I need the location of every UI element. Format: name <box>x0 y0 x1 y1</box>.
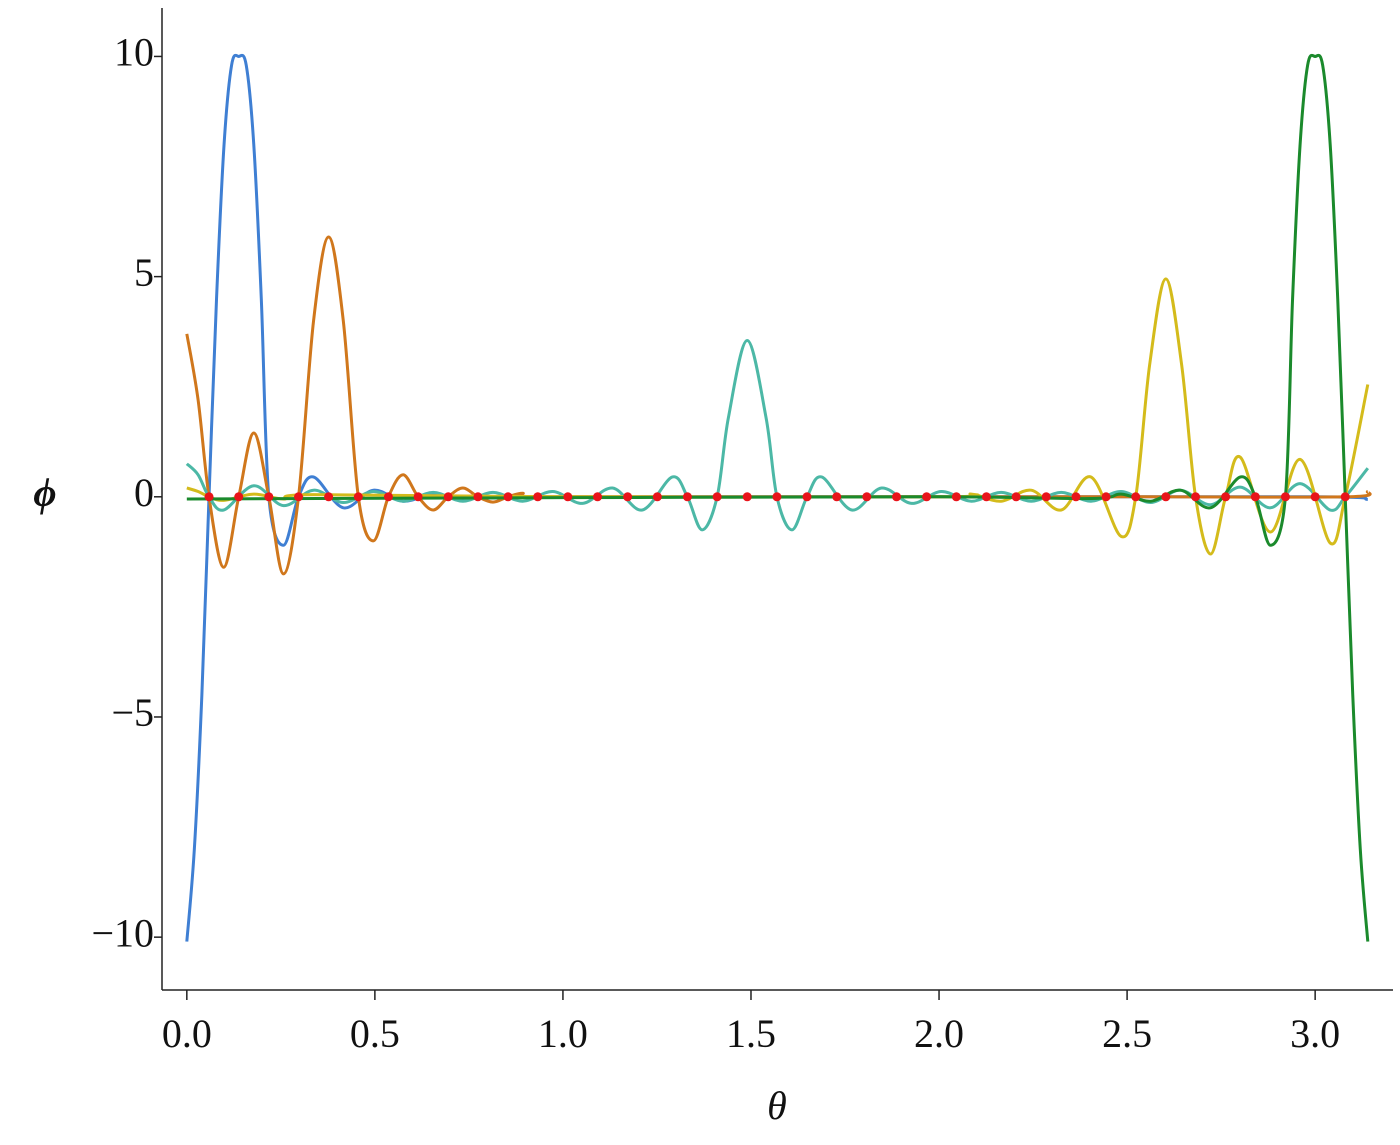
node-point <box>682 492 692 502</box>
node-point <box>1221 492 1231 502</box>
curve <box>185 235 1372 576</box>
node-point <box>1071 492 1081 502</box>
y-tick-label: 0 <box>134 470 154 515</box>
node-point <box>772 492 782 502</box>
node-point <box>742 492 752 502</box>
node-point <box>623 492 633 502</box>
x-axis-label: θ <box>767 1083 787 1128</box>
node-point <box>593 492 603 502</box>
node-point <box>1310 492 1320 502</box>
node-point <box>234 492 244 502</box>
node-point <box>413 492 423 502</box>
node-point <box>951 492 961 502</box>
node-point <box>981 492 991 502</box>
y-tick-label: −5 <box>111 690 154 735</box>
node-point <box>1131 492 1141 502</box>
node-point <box>563 492 573 502</box>
y-axis-label: ϕ <box>33 470 56 515</box>
x-tick-label: 2.0 <box>914 1011 964 1056</box>
node-point <box>712 492 722 502</box>
curve <box>185 338 1369 532</box>
node-point <box>1191 492 1201 502</box>
node-point <box>443 492 453 502</box>
node-point <box>204 492 214 502</box>
y-tick-label: −10 <box>91 910 154 955</box>
x-tick-label: 0.0 <box>162 1011 212 1056</box>
curve <box>186 53 1370 942</box>
y-tick-label: 5 <box>134 250 154 295</box>
node-point <box>652 492 662 502</box>
x-tick-label: 3.0 <box>1290 1011 1340 1056</box>
node-point <box>473 492 483 502</box>
node-point <box>324 492 334 502</box>
node-point <box>353 492 363 502</box>
node-point <box>802 492 812 502</box>
node-point <box>892 492 902 502</box>
node-point <box>383 492 393 502</box>
node-point <box>1340 492 1350 502</box>
node-point <box>1161 492 1171 502</box>
node-point <box>862 492 872 502</box>
node-point <box>922 492 932 502</box>
node-point <box>1280 492 1290 502</box>
node-point <box>1250 492 1260 502</box>
x-tick-label: 1.5 <box>726 1011 776 1056</box>
node-point <box>832 492 842 502</box>
node-point <box>503 492 513 502</box>
node-point <box>533 492 543 502</box>
curve <box>186 277 1370 556</box>
x-tick-label: 0.5 <box>350 1011 400 1056</box>
x-tick-label: 2.5 <box>1102 1011 1152 1056</box>
node-point <box>1101 492 1111 502</box>
node-point <box>1011 492 1021 502</box>
y-tick-label: 10 <box>114 30 154 75</box>
node-point <box>294 492 304 502</box>
x-tick-label: 1.0 <box>538 1011 588 1056</box>
node-point <box>264 492 274 502</box>
node-point <box>1041 492 1051 502</box>
